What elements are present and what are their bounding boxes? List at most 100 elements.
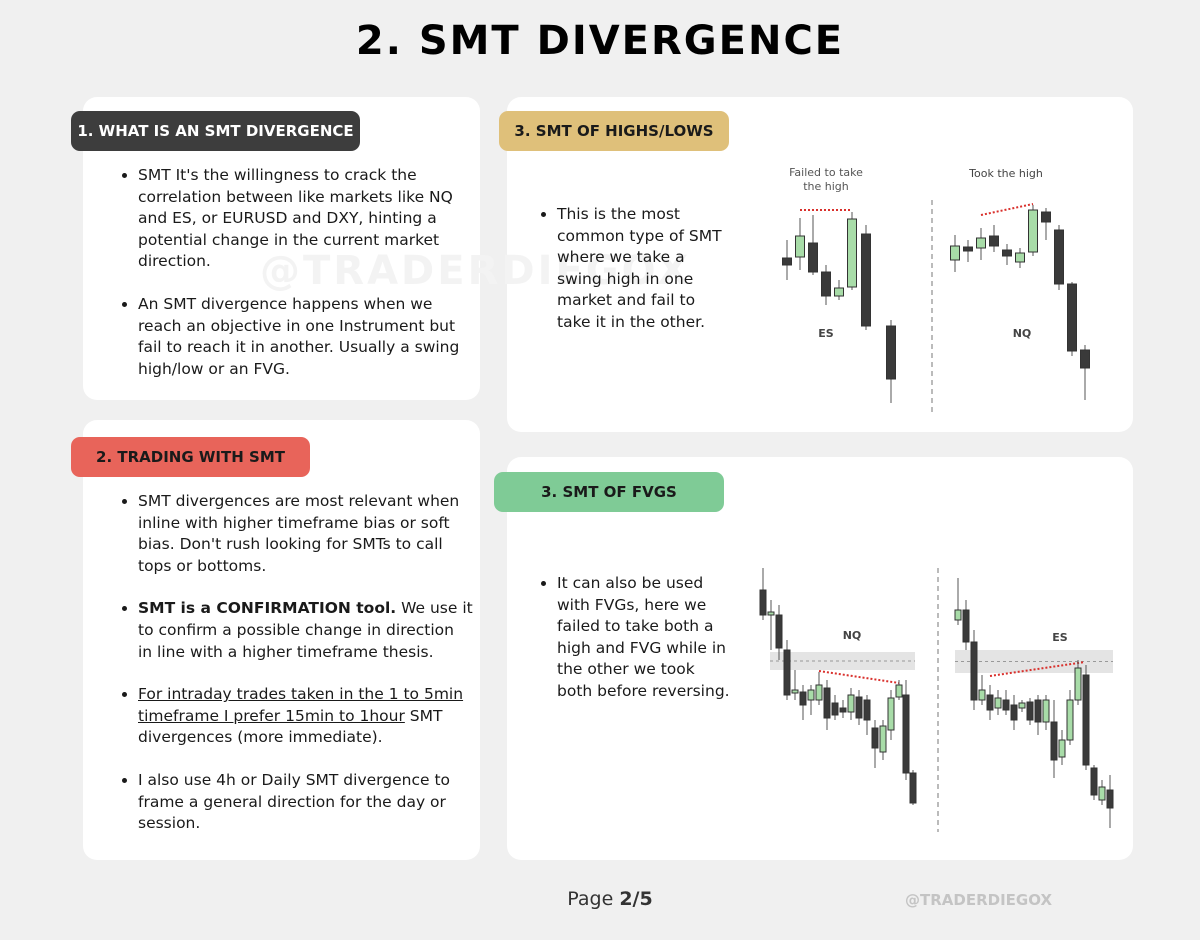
title: 2. SMT DIVERGENCE bbox=[355, 18, 845, 64]
chart-label: ES bbox=[818, 327, 834, 340]
page-number: Page 2/5 bbox=[0, 888, 1200, 910]
level bbox=[989, 661, 1086, 677]
candle bbox=[902, 694, 910, 774]
section-heading: 1. WHAT IS AN SMT DIVERGENCE bbox=[71, 111, 360, 151]
candle bbox=[863, 699, 871, 721]
candle bbox=[886, 325, 896, 380]
chart-label: Failed to take the high bbox=[789, 166, 863, 193]
bullet-list: This is the most common type of SMT wher… bbox=[539, 204, 732, 355]
candle bbox=[821, 271, 831, 297]
bullet-text: SMT divergences are most relevant when i… bbox=[138, 492, 460, 575]
candle bbox=[1054, 229, 1064, 285]
candle bbox=[1002, 699, 1010, 711]
bullet: This is the most common type of SMT wher… bbox=[557, 204, 732, 334]
candle bbox=[895, 684, 903, 698]
bullet: For intraday trades taken in the 1 to 5m… bbox=[138, 684, 473, 749]
candle bbox=[950, 245, 960, 261]
candle bbox=[1050, 721, 1058, 761]
candle bbox=[963, 246, 973, 252]
candle bbox=[1010, 704, 1018, 721]
bullet: SMT is a CONFIRMATION tool. We use it to… bbox=[138, 598, 473, 663]
watermark: @TRADERDIEGOX bbox=[260, 248, 692, 294]
card bbox=[83, 420, 480, 860]
candle bbox=[970, 641, 978, 701]
chart-label: Took the high bbox=[968, 167, 1043, 180]
candle bbox=[1082, 674, 1090, 766]
candle bbox=[767, 611, 775, 616]
bullet: It can also be used with FVGs, here we f… bbox=[557, 573, 732, 703]
candle bbox=[1002, 249, 1012, 257]
chart-label: ES bbox=[1052, 631, 1068, 644]
bullet-text: This is the most common type of SMT wher… bbox=[557, 205, 722, 331]
card bbox=[507, 97, 1133, 432]
candle bbox=[986, 694, 994, 711]
candle bbox=[1090, 767, 1098, 796]
section-heading: 3. SMT OF HIGHS/LOWS bbox=[499, 111, 729, 151]
bullet-list: SMT It's the willingness to crack the co… bbox=[120, 165, 473, 401]
candle bbox=[1058, 739, 1066, 758]
page-value: 2/5 bbox=[619, 888, 653, 910]
candle bbox=[887, 697, 895, 731]
bullet: SMT It's the willingness to crack the co… bbox=[138, 165, 473, 273]
bullet-text: An SMT divergence happens when we reach … bbox=[138, 294, 460, 378]
candle bbox=[831, 702, 839, 716]
candle bbox=[1041, 211, 1051, 223]
candle bbox=[855, 696, 863, 719]
bullet: I also use 4h or Daily SMT divergence to… bbox=[138, 770, 473, 835]
candle bbox=[1066, 699, 1074, 741]
candle bbox=[861, 233, 871, 327]
bullet-text: SMT It's the willingness to crack the co… bbox=[138, 166, 453, 271]
candle bbox=[775, 614, 783, 649]
candle bbox=[823, 687, 831, 719]
candle bbox=[871, 727, 879, 749]
candle bbox=[759, 589, 767, 616]
candle bbox=[879, 725, 887, 753]
candle bbox=[994, 697, 1002, 709]
candle bbox=[847, 694, 855, 713]
candle bbox=[847, 218, 857, 288]
candle bbox=[807, 689, 815, 701]
candle bbox=[791, 689, 799, 694]
candle bbox=[1067, 283, 1077, 352]
candle bbox=[1098, 786, 1106, 801]
candle bbox=[978, 689, 986, 701]
chart-label: NQ bbox=[1013, 327, 1032, 340]
bullet-lead: SMT is a CONFIRMATION tool. bbox=[138, 599, 397, 618]
candle bbox=[954, 609, 962, 621]
bullet: An SMT divergence happens when we reach … bbox=[138, 294, 473, 380]
bullet-list: It can also be used with FVGs, here we f… bbox=[539, 573, 732, 724]
candle bbox=[976, 237, 986, 249]
candle bbox=[1080, 349, 1090, 369]
page-prefix: Page bbox=[567, 888, 614, 910]
candle bbox=[909, 772, 917, 804]
candle bbox=[1026, 701, 1034, 721]
candle bbox=[989, 235, 999, 247]
candle bbox=[1028, 209, 1038, 253]
candle bbox=[1018, 702, 1026, 709]
chart-label: NQ bbox=[843, 629, 862, 642]
bullet-text: SMT divergences (more immediate). bbox=[138, 706, 443, 747]
handle: @TRADERDIEGOX bbox=[905, 891, 1053, 909]
bullet-lead: For intraday trades taken in the 1 to 5m… bbox=[138, 685, 464, 725]
candle bbox=[815, 684, 823, 701]
candle bbox=[783, 649, 791, 696]
candle bbox=[1074, 667, 1082, 701]
candle bbox=[782, 257, 792, 266]
candle bbox=[962, 609, 970, 643]
section-heading: 3. SMT OF FVGS bbox=[494, 472, 724, 512]
candle bbox=[799, 691, 807, 706]
candle bbox=[1042, 699, 1050, 723]
candle bbox=[1034, 699, 1042, 723]
candle bbox=[795, 235, 805, 258]
candle bbox=[808, 242, 818, 273]
bullet-text: I also use 4h or Daily SMT divergence to… bbox=[138, 770, 450, 833]
level bbox=[818, 670, 900, 684]
bullet: SMT divergences are most relevant when i… bbox=[138, 491, 473, 577]
level bbox=[980, 203, 1034, 216]
chart-label-box: Failed to take the high bbox=[789, 166, 863, 193]
candle bbox=[1106, 789, 1114, 809]
bullet-text: It can also be used with FVGs, here we f… bbox=[557, 574, 730, 700]
bullet-text: We use it to confirm a possible change i… bbox=[138, 599, 473, 661]
